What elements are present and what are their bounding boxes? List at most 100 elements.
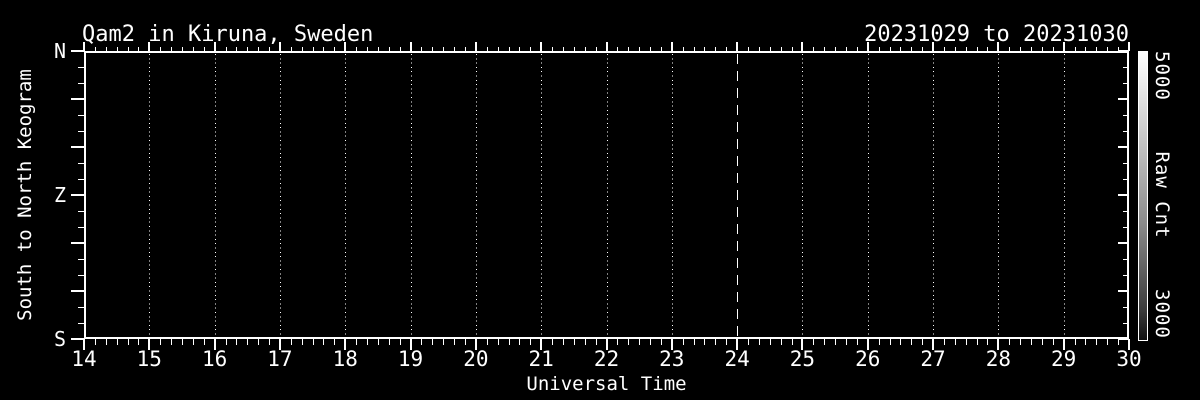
x-minor-tick-bottom bbox=[290, 339, 292, 345]
hour-gridline bbox=[475, 54, 477, 336]
x-minor-tick-bottom bbox=[519, 339, 521, 345]
x-minor-tick-bottom bbox=[824, 339, 826, 345]
colorbar-max-label: 5000 bbox=[1151, 51, 1173, 101]
hour-gridline bbox=[345, 54, 347, 336]
hour-gridline bbox=[802, 54, 804, 336]
plot-area bbox=[84, 51, 1129, 339]
x-tick-label: 28 bbox=[985, 347, 1012, 371]
x-minor-tick-top bbox=[900, 47, 902, 51]
x-minor-tick-top bbox=[856, 47, 858, 51]
x-minor-tick-top bbox=[443, 47, 445, 51]
x-minor-tick-bottom bbox=[911, 339, 913, 345]
x-minor-tick-top bbox=[835, 47, 837, 51]
x-minor-tick-top bbox=[813, 47, 815, 51]
x-minor-tick-bottom bbox=[562, 339, 564, 345]
x-minor-tick-bottom bbox=[758, 339, 760, 345]
x-major-tick-bottom bbox=[997, 339, 1000, 350]
x-major-tick-bottom bbox=[213, 339, 216, 350]
x-minor-tick-bottom bbox=[1085, 339, 1087, 345]
x-minor-tick-bottom bbox=[1031, 339, 1033, 345]
x-minor-tick-top bbox=[1074, 47, 1076, 51]
x-minor-tick-top bbox=[356, 47, 358, 51]
x-minor-tick-top bbox=[116, 47, 118, 51]
x-minor-tick-top bbox=[160, 47, 162, 51]
x-major-tick-top bbox=[932, 42, 935, 51]
y-major-tick-right bbox=[1118, 194, 1128, 196]
x-minor-tick-top bbox=[519, 47, 521, 51]
x-minor-tick-top bbox=[105, 47, 107, 51]
x-minor-tick-bottom bbox=[715, 339, 717, 345]
x-major-tick-bottom bbox=[1062, 339, 1065, 350]
y-minor-tick-right bbox=[1123, 179, 1128, 180]
x-minor-tick-top bbox=[769, 47, 771, 51]
x-minor-tick-top bbox=[367, 47, 369, 51]
x-minor-tick-top bbox=[334, 47, 336, 51]
x-minor-tick-top bbox=[323, 47, 325, 51]
x-minor-tick-bottom bbox=[367, 339, 369, 345]
x-minor-tick-top bbox=[954, 47, 956, 51]
x-minor-tick-bottom bbox=[160, 339, 162, 345]
x-minor-tick-bottom bbox=[987, 339, 989, 345]
x-major-tick-top bbox=[670, 42, 673, 51]
y-minor-tick-right bbox=[1123, 115, 1128, 116]
y-minor-tick-left bbox=[78, 307, 84, 308]
y-major-tick-right bbox=[1118, 98, 1128, 100]
x-minor-tick-bottom bbox=[323, 339, 325, 345]
x-minor-tick-bottom bbox=[584, 339, 586, 345]
x-minor-tick-top bbox=[845, 47, 847, 51]
x-minor-tick-bottom bbox=[976, 339, 978, 345]
x-minor-tick-top bbox=[258, 47, 260, 51]
x-major-tick-top bbox=[1128, 42, 1130, 51]
x-major-tick-bottom bbox=[605, 339, 608, 350]
hour-gridline bbox=[1063, 54, 1065, 336]
x-minor-tick-top bbox=[301, 47, 303, 51]
x-minor-tick-bottom bbox=[726, 339, 728, 345]
x-tick-label: 23 bbox=[659, 347, 685, 371]
x-minor-tick-bottom bbox=[356, 339, 358, 345]
x-tick-label: 21 bbox=[528, 347, 554, 371]
x-minor-tick-top bbox=[192, 47, 194, 51]
x-minor-tick-top bbox=[1107, 47, 1109, 51]
x-major-tick-bottom bbox=[866, 339, 869, 350]
x-minor-tick-top bbox=[94, 47, 96, 51]
x-minor-tick-top bbox=[290, 47, 292, 51]
hour-gridline bbox=[933, 54, 935, 336]
x-minor-tick-top bbox=[976, 47, 978, 51]
x-major-tick-top bbox=[605, 42, 608, 51]
x-major-tick-top bbox=[83, 42, 85, 51]
x-tick-label: 30 bbox=[1116, 347, 1142, 371]
y-major-tick-left bbox=[71, 146, 84, 148]
x-minor-tick-bottom bbox=[650, 339, 652, 345]
x-minor-tick-bottom bbox=[508, 339, 510, 345]
x-minor-tick-top bbox=[171, 47, 173, 51]
x-minor-tick-bottom bbox=[486, 339, 488, 345]
x-major-tick-top bbox=[801, 42, 804, 51]
x-minor-tick-top bbox=[181, 47, 183, 51]
y-major-tick-right bbox=[1118, 50, 1128, 52]
x-major-tick-bottom bbox=[409, 339, 412, 350]
chart-title: Qam2 in Kiruna, Sweden bbox=[82, 22, 374, 47]
x-minor-tick-top bbox=[573, 47, 575, 51]
x-major-tick-bottom bbox=[736, 339, 739, 350]
x-major-tick-top bbox=[409, 42, 412, 51]
x-minor-tick-top bbox=[312, 47, 314, 51]
x-minor-tick-top bbox=[388, 47, 390, 51]
y-major-tick-right bbox=[1118, 146, 1128, 148]
x-minor-tick-bottom bbox=[312, 339, 314, 345]
x-minor-tick-top bbox=[421, 47, 423, 51]
x-minor-tick-top bbox=[922, 47, 924, 51]
y-minor-tick-right bbox=[1123, 275, 1128, 276]
x-minor-tick-top bbox=[660, 47, 662, 51]
x-tick-label: 14 bbox=[71, 347, 97, 371]
x-tick-label: 19 bbox=[397, 347, 424, 371]
x-major-tick-bottom bbox=[474, 339, 477, 350]
x-minor-tick-bottom bbox=[813, 339, 815, 345]
x-tick-label: 29 bbox=[1051, 347, 1077, 371]
y-major-tick-left bbox=[71, 50, 84, 52]
x-minor-tick-bottom bbox=[443, 339, 445, 345]
x-minor-tick-bottom bbox=[269, 339, 271, 345]
y-major-tick-right bbox=[1118, 290, 1128, 292]
x-minor-tick-top bbox=[127, 47, 129, 51]
y-major-tick-left bbox=[71, 98, 84, 100]
x-minor-tick-bottom bbox=[835, 339, 837, 345]
